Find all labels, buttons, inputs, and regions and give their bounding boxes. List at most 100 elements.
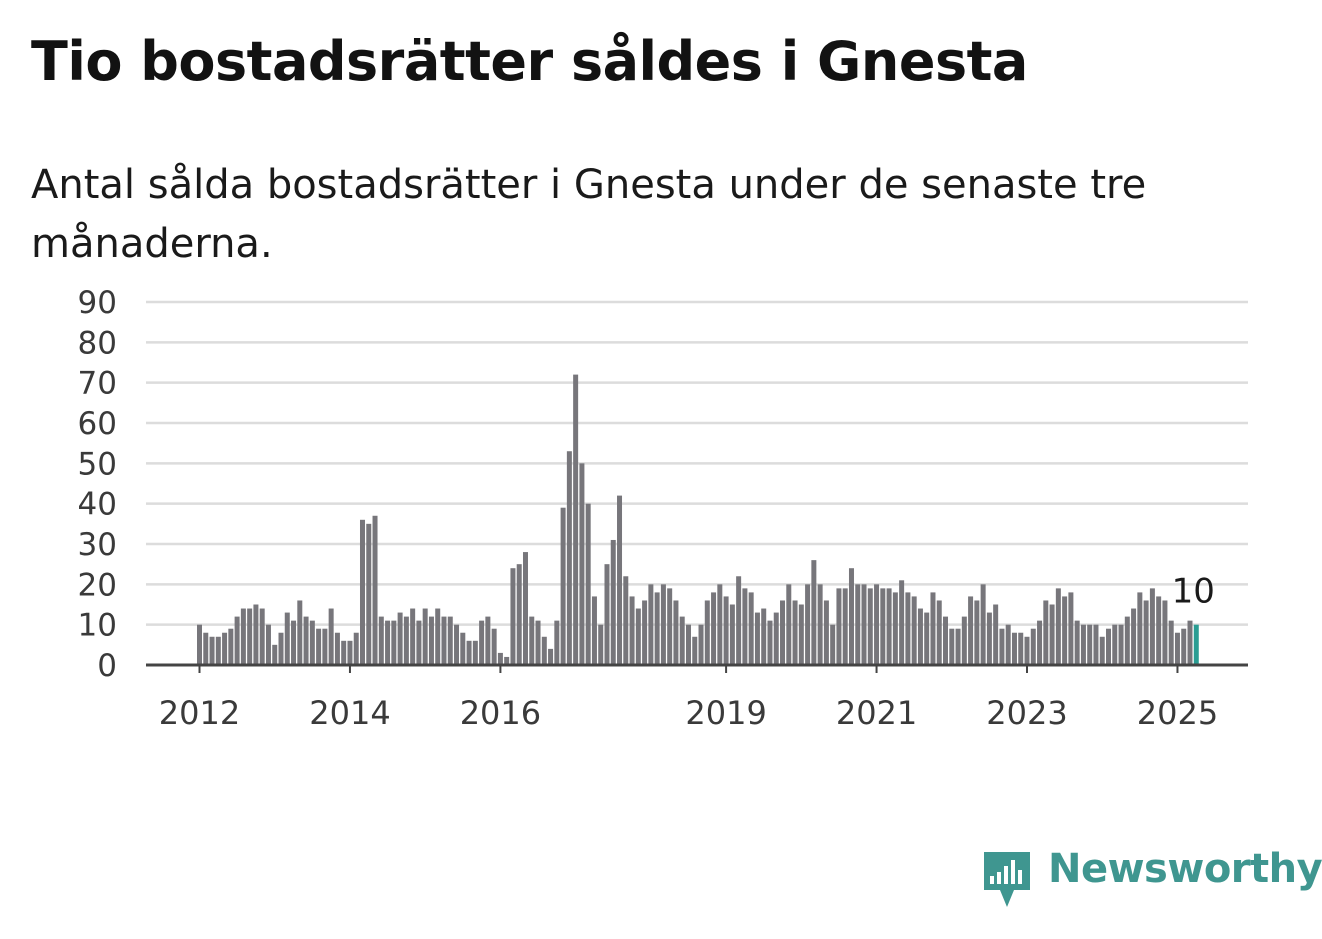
bar <box>1043 600 1049 665</box>
bar <box>541 636 547 665</box>
bar <box>610 539 616 665</box>
bar <box>830 624 836 665</box>
bar <box>754 612 760 665</box>
bar <box>980 584 986 665</box>
bar <box>761 608 767 665</box>
bar <box>685 624 691 665</box>
y-tick-label: 30 <box>78 527 117 563</box>
bar <box>197 624 202 665</box>
bar <box>842 588 848 665</box>
bar <box>240 608 246 665</box>
x-axis-ticks: 2012 2014 2016 2019 2021 2023 2025 <box>159 665 1218 732</box>
bar <box>297 600 303 665</box>
bar <box>479 620 485 665</box>
bar <box>1024 636 1030 665</box>
bar <box>1131 608 1137 665</box>
bar <box>397 612 403 665</box>
bar <box>403 616 409 665</box>
bar <box>742 588 748 665</box>
bar <box>441 616 447 665</box>
bar <box>234 616 240 665</box>
x-tick-label: 2019 <box>685 694 766 732</box>
bar <box>629 596 635 665</box>
bar <box>1074 620 1080 665</box>
bar <box>491 628 497 665</box>
bar <box>1030 628 1036 665</box>
bar <box>993 604 999 665</box>
bar <box>1011 632 1017 665</box>
bar <box>328 608 334 665</box>
chart-title: Tio bostadsrätter såldes i Gnesta <box>31 30 1028 93</box>
bar <box>711 592 717 665</box>
bar <box>215 636 221 665</box>
bar <box>792 600 798 665</box>
bar <box>986 612 992 665</box>
bar <box>560 507 566 665</box>
bar <box>372 515 378 665</box>
bar <box>654 592 660 665</box>
bar <box>222 632 228 665</box>
x-tick-label: 2016 <box>460 694 541 732</box>
bar <box>880 588 886 665</box>
bar <box>930 592 936 665</box>
bar <box>385 620 391 665</box>
bar <box>1162 600 1168 665</box>
bar <box>566 451 572 665</box>
bar <box>291 620 297 665</box>
bar <box>899 580 905 665</box>
bar <box>247 608 253 665</box>
bar <box>704 600 710 665</box>
bar <box>598 624 604 665</box>
bar <box>1055 588 1061 665</box>
bar <box>729 604 735 665</box>
bar <box>303 616 309 665</box>
x-tick-label: 2025 <box>1137 694 1218 732</box>
bar <box>855 584 861 665</box>
bar <box>410 608 416 665</box>
bar <box>943 616 949 665</box>
bar <box>1106 628 1112 665</box>
bar <box>1187 620 1193 665</box>
bar <box>228 628 234 665</box>
bar <box>447 616 453 665</box>
bar <box>428 616 434 665</box>
bar <box>497 652 503 665</box>
brand-name: Newsworthy <box>1048 846 1322 892</box>
bar <box>278 632 284 665</box>
bar <box>1018 632 1024 665</box>
bar <box>472 640 478 665</box>
bar <box>805 584 811 665</box>
x-tick-label: 2014 <box>309 694 390 732</box>
bar <box>253 604 259 665</box>
newsworthy-logo-icon <box>984 852 1030 907</box>
bar <box>811 560 817 665</box>
bar <box>667 588 673 665</box>
bar <box>786 584 792 665</box>
y-tick-label: 20 <box>78 567 117 603</box>
bar <box>1181 628 1187 665</box>
bar <box>516 564 522 665</box>
bar <box>435 608 441 665</box>
bar <box>692 636 698 665</box>
bar <box>660 584 666 665</box>
bar <box>579 463 585 665</box>
bar <box>504 656 510 665</box>
bar <box>466 640 472 665</box>
bar <box>848 568 854 665</box>
bar <box>347 640 353 665</box>
bar <box>679 616 685 665</box>
bar <box>309 620 315 665</box>
bar <box>617 495 623 665</box>
bar <box>334 632 340 665</box>
bar <box>949 628 955 665</box>
bar <box>548 648 554 665</box>
bar <box>717 584 723 665</box>
bar <box>635 608 641 665</box>
bar <box>999 628 1005 665</box>
bar <box>836 588 842 665</box>
bar <box>416 620 422 665</box>
data-label-latest: 10 <box>1172 572 1215 612</box>
bar <box>1118 624 1124 665</box>
x-tick-label: 2023 <box>986 694 1067 732</box>
bar <box>1080 624 1086 665</box>
